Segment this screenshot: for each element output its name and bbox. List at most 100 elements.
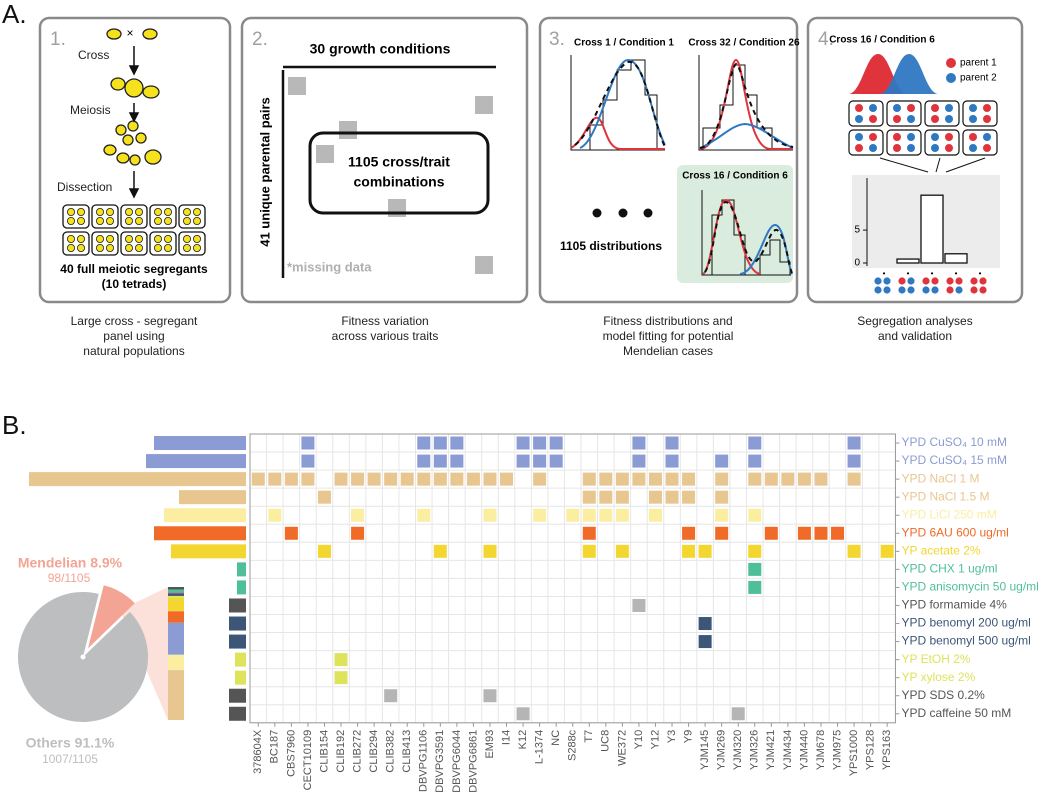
condition-bar xyxy=(235,670,246,685)
legend-label: parent 2 xyxy=(960,73,997,84)
spore xyxy=(931,104,939,112)
panel-number: 3. xyxy=(549,29,565,50)
dot: • xyxy=(883,269,886,278)
column-label: YJM434 xyxy=(782,730,794,770)
condition-bar xyxy=(179,490,246,505)
condition-bar xyxy=(229,634,246,649)
spore xyxy=(898,277,906,285)
cell xyxy=(682,472,696,486)
column-label: CLIB294 xyxy=(368,730,380,773)
spore xyxy=(931,133,939,141)
cell xyxy=(268,472,282,486)
spore xyxy=(931,286,939,294)
spore xyxy=(931,277,939,285)
colony xyxy=(96,207,105,216)
cell xyxy=(715,454,729,468)
cell xyxy=(632,472,646,486)
condition-bar xyxy=(229,706,246,721)
colony xyxy=(153,216,162,225)
condition-bar xyxy=(154,436,246,451)
cell xyxy=(615,508,629,522)
spore xyxy=(931,144,939,152)
plate xyxy=(91,231,119,256)
spore xyxy=(907,277,915,285)
cell xyxy=(384,472,398,486)
cell xyxy=(731,707,745,721)
column-label: S288c xyxy=(567,729,579,761)
condition-bar xyxy=(235,652,246,667)
condition-bar xyxy=(146,454,246,469)
cell xyxy=(433,436,447,450)
colony xyxy=(67,207,76,216)
breakdown-segment xyxy=(168,589,184,593)
colony xyxy=(106,207,115,216)
condition-bar xyxy=(237,580,246,595)
plate xyxy=(962,100,998,127)
column-label: K12 xyxy=(517,730,529,750)
plate xyxy=(962,129,998,156)
colony xyxy=(67,234,76,243)
cell xyxy=(334,472,348,486)
panel-number: 2. xyxy=(252,29,268,50)
caption: Segregation analyses xyxy=(857,314,972,328)
spore xyxy=(907,144,915,152)
cell xyxy=(483,689,497,703)
cell xyxy=(715,508,729,522)
row-label: YP EtOH 2% xyxy=(901,652,970,666)
colony xyxy=(192,207,201,216)
spore xyxy=(969,115,977,123)
colony xyxy=(153,243,162,252)
spore xyxy=(945,104,953,112)
cell xyxy=(748,580,762,594)
spore xyxy=(893,144,901,152)
cell xyxy=(665,472,679,486)
condition-bar xyxy=(229,598,246,613)
cell xyxy=(301,436,315,450)
cell xyxy=(582,526,596,540)
spore xyxy=(979,277,987,285)
caption: Fitness variation xyxy=(341,314,428,328)
colony xyxy=(67,243,76,252)
cell xyxy=(615,490,629,504)
cell xyxy=(665,436,679,450)
plate xyxy=(848,129,884,156)
cell xyxy=(284,526,298,540)
row-label: YPD NaCl 1 M xyxy=(901,471,979,485)
spore xyxy=(883,277,891,285)
spore xyxy=(907,286,915,294)
colony xyxy=(163,207,172,216)
pie-center xyxy=(80,654,86,660)
pie-label: Others 91.1% xyxy=(26,735,115,751)
caption: Fitness distributions and xyxy=(603,314,732,328)
spore xyxy=(969,133,977,141)
cell xyxy=(748,562,762,576)
spore xyxy=(869,144,877,152)
plate xyxy=(886,129,922,156)
cell xyxy=(533,508,547,522)
column-label: YPS1000 xyxy=(848,730,860,776)
row-label: YPD benomyl 500 ug/ml xyxy=(901,634,1030,648)
row-label: YP xylose 2% xyxy=(901,670,975,684)
cell xyxy=(831,526,845,540)
column-label: Y12 xyxy=(649,730,661,750)
breakdown-segment xyxy=(168,670,184,720)
cell xyxy=(715,526,729,540)
cell xyxy=(417,436,431,450)
column-label: YJM320 xyxy=(732,730,744,770)
spore xyxy=(931,115,939,123)
condition-bar xyxy=(229,688,246,703)
column-label: YJM145 xyxy=(699,730,711,770)
column-label: T7 xyxy=(583,730,595,743)
cell xyxy=(317,490,331,504)
plate xyxy=(848,100,884,127)
cell xyxy=(301,454,315,468)
column-label: YPS163 xyxy=(881,730,893,770)
cell xyxy=(797,472,811,486)
cell xyxy=(334,671,348,685)
panel-number: 4. xyxy=(818,29,834,50)
colony xyxy=(96,216,105,225)
pie-slice xyxy=(88,585,135,649)
breakdown-segment xyxy=(168,593,184,596)
colony xyxy=(163,216,172,225)
column-label: YJM440 xyxy=(798,730,810,770)
